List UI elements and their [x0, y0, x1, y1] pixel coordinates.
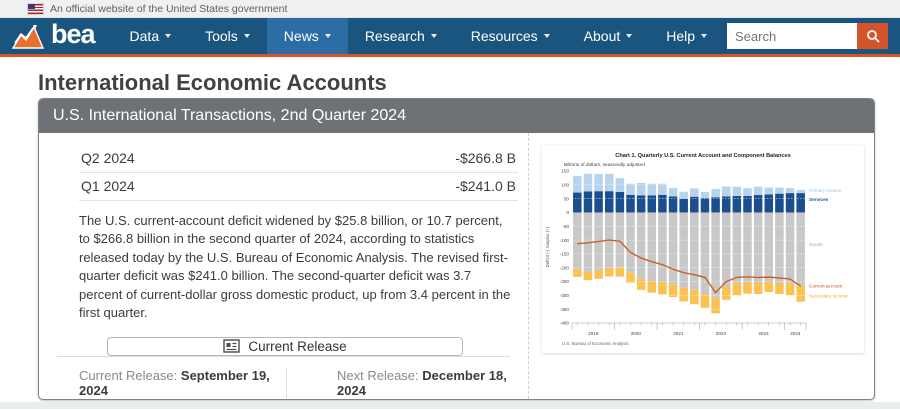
svg-text:U.S. Bureau of Economic Analys: U.S. Bureau of Economic Analysis [562, 341, 629, 346]
next-release-date: December 18, 2024 [337, 367, 507, 398]
svg-text:2023: 2023 [758, 331, 769, 336]
current-account-chart: 150 100 50 0 -50 -100 -150 -200 -250 -300 -350 -400… [542, 145, 864, 353]
panel-header: U.S. International Transactions, 2nd Qua… [39, 99, 874, 133]
nav-item-help[interactable]: Help [649, 18, 724, 54]
quarter-label: Q2 2024 [81, 150, 135, 166]
search-group [727, 23, 888, 49]
bea-logo-text: bea [51, 18, 96, 49]
release-footer: Current Release: September 19, 2024 Next… [39, 355, 528, 410]
nav-item-tools[interactable]: Tools [188, 18, 267, 54]
current-release-label: Current Release: [79, 367, 178, 383]
newspaper-icon [223, 339, 241, 353]
bea-chart-logo-icon [12, 25, 44, 49]
current-release-cell: Current Release: September 19, 2024 [39, 368, 286, 398]
current-release-button-label: Current Release [248, 338, 347, 354]
svg-text:-50: -50 [562, 224, 569, 229]
svg-text:2019: 2019 [588, 331, 599, 336]
svg-text:-400: -400 [560, 321, 570, 326]
svg-text:Billions of dollars, seasonall: Billions of dollars, seasonally adjusted [564, 162, 645, 168]
svg-text:-200: -200 [560, 265, 570, 270]
gov-banner-text: An official website of the United States… [50, 2, 288, 15]
chevron-down-icon [243, 34, 250, 38]
current-release-button[interactable]: Current Release [107, 336, 463, 356]
svg-text:-150: -150 [560, 252, 570, 257]
main-nav: bea Data Tools News Research Resources A… [0, 18, 900, 57]
table-row: Q1 2024 -$241.0 B [79, 173, 518, 201]
quarter-value: -$266.8 B [455, 150, 516, 166]
svg-text:Secondary income: Secondary income [809, 294, 848, 299]
nav-item-news[interactable]: News [266, 18, 348, 54]
chevron-down-icon [324, 34, 331, 38]
svg-text:2021: 2021 [673, 331, 684, 336]
chevron-down-icon [543, 34, 550, 38]
svg-text:-300: -300 [560, 293, 570, 298]
table-row: Q2 2024 -$266.8 B [79, 145, 518, 173]
chevron-down-icon [626, 34, 633, 38]
nav-item-about[interactable]: About [567, 18, 650, 54]
gov-banner: An official website of the United States… [0, 0, 900, 18]
magnifier-icon [866, 30, 880, 43]
search-input[interactable] [727, 23, 857, 49]
chevron-down-icon [430, 34, 437, 38]
svg-text:100: 100 [561, 183, 569, 188]
nav-item-research[interactable]: Research [348, 18, 454, 54]
panel-left-column: Q2 2024 -$266.8 B Q1 2024 -$241.0 B The … [39, 133, 529, 399]
svg-text:Current account: Current account [809, 284, 843, 289]
search-button[interactable] [857, 23, 888, 49]
svg-text:Goods: Goods [809, 242, 823, 247]
nav-item-data[interactable]: Data [113, 18, 189, 54]
svg-text:2024: 2024 [790, 331, 801, 336]
chevron-down-icon [701, 34, 708, 38]
summary-text: The U.S. current-account deficit widened… [79, 213, 511, 321]
page-title: International Economic Accounts [38, 70, 387, 95]
svg-text:50: 50 [564, 196, 570, 201]
panel-chart-column: 150 100 50 0 -50 -100 -150 -200 -250 -300 -350 -400… [529, 133, 874, 399]
svg-text:150: 150 [561, 169, 569, 174]
svg-text:2020: 2020 [631, 331, 642, 336]
svg-text:Services: Services [809, 197, 829, 202]
svg-text:0: 0 [566, 210, 569, 215]
current-release-date: September 19, 2024 [79, 367, 270, 398]
nav-item-resources[interactable]: Resources [454, 18, 567, 54]
bea-logo[interactable]: bea [0, 18, 113, 54]
quarter-label: Q1 2024 [81, 178, 135, 194]
svg-text:-250: -250 [560, 279, 570, 284]
quarter-rows: Q2 2024 -$266.8 B Q1 2024 -$241.0 B [79, 145, 518, 201]
next-release-cell: Next Release: December 18, 2024 [286, 367, 528, 398]
page-bottom-strip [0, 402, 900, 409]
panel-body: Q2 2024 -$266.8 B Q1 2024 -$241.0 B The … [39, 133, 874, 399]
svg-text:2022: 2022 [716, 331, 727, 336]
us-flag-icon [27, 2, 44, 15]
svg-text:Deficit (-) Surplus (+): Deficit (-) Surplus (+) [545, 226, 550, 267]
release-dates-row: Current Release: September 19, 2024 Next… [39, 357, 528, 410]
divider [57, 355, 510, 357]
quarter-value: -$241.0 B [455, 178, 516, 194]
chevron-down-icon [165, 34, 172, 38]
svg-text:Primary income: Primary income [809, 188, 842, 193]
svg-text:-350: -350 [560, 307, 570, 312]
next-release-label: Next Release: [337, 367, 419, 383]
svg-text:Chart 1. Quarterly U.S. Curren: Chart 1. Quarterly U.S. Current Account … [615, 153, 790, 159]
transactions-panel: U.S. International Transactions, 2nd Qua… [38, 98, 875, 400]
svg-text:-100: -100 [560, 238, 570, 243]
